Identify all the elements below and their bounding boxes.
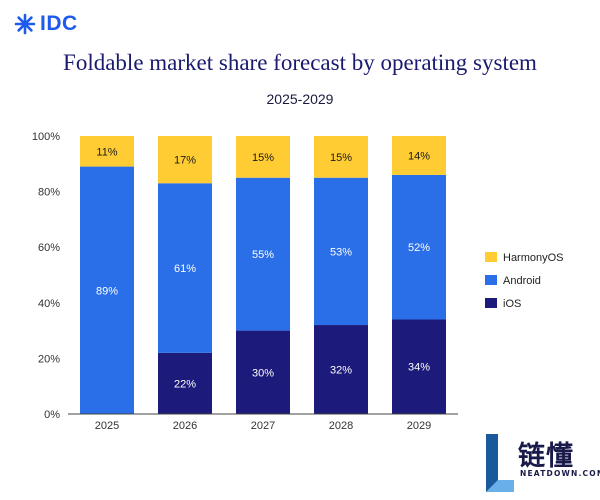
legend-swatch-ios (485, 298, 497, 308)
legend-swatch-android (485, 275, 497, 285)
bar-segment-android (392, 174, 446, 320)
y-tick-label: 0% (44, 409, 60, 421)
bar-segment-harmonyos (158, 136, 212, 184)
y-tick-label: 80% (38, 187, 60, 199)
legend-label-android: Android (503, 275, 541, 287)
legend-label-harmonyos: HarmonyOS (503, 252, 564, 264)
bar-segment-ios (314, 325, 368, 414)
bar-segment-harmonyos (236, 136, 290, 178)
bar-segment-android (80, 166, 134, 414)
data-label-android: 89% (96, 285, 118, 297)
data-label-android: 61% (174, 263, 196, 275)
data-label-ios: 32% (330, 365, 352, 377)
data-label-harmonyos: 15% (330, 152, 352, 164)
data-label-harmonyos: 15% (252, 152, 274, 164)
bar-segment-harmonyos (392, 136, 446, 175)
x-tick-label: 2027 (251, 420, 275, 432)
bar-segment-ios (392, 319, 446, 414)
y-tick-label: 20% (38, 353, 60, 365)
watermark-l-logo-icon (486, 434, 514, 492)
x-tick-label: 2029 (407, 420, 431, 432)
data-label-ios: 22% (174, 378, 196, 390)
chart-subtitle: 2025-2029 (266, 91, 334, 107)
x-tick-label: 2026 (173, 420, 197, 432)
data-label-harmonyos: 14% (408, 150, 430, 162)
data-label-harmonyos: 11% (96, 146, 117, 158)
idc-logo: IDC (14, 12, 78, 36)
x-tick-label: 2025 (95, 420, 119, 432)
legend-label-ios: iOS (503, 298, 521, 310)
data-label-android: 55% (252, 249, 274, 261)
bar-segment-android (236, 177, 290, 331)
bar-segment-harmonyos (80, 136, 134, 167)
y-tick-label: 40% (38, 298, 60, 310)
legend-swatch-harmonyos (485, 252, 497, 262)
chart-title: Foldable market share forecast by operat… (63, 50, 537, 75)
data-label-ios: 34% (408, 362, 430, 374)
bar-segment-android (314, 177, 368, 326)
y-tick-label: 100% (32, 131, 60, 143)
data-label-ios: 30% (252, 367, 274, 379)
watermark-en-text: NEATDOWN.COM (520, 469, 600, 478)
watermark-cn-text: 链懂 (518, 441, 574, 472)
bar-segment-harmonyos (314, 136, 368, 178)
data-label-android: 53% (330, 246, 352, 258)
y-tick-label: 60% (38, 242, 60, 254)
data-label-android: 52% (408, 242, 430, 254)
idc-logo-icon (14, 13, 36, 35)
bar-segment-ios (236, 330, 290, 414)
idc-logo-text: IDC (40, 12, 78, 35)
bar-segment-ios (158, 352, 212, 414)
x-tick-label: 2028 (329, 420, 353, 432)
bar-segment-android (158, 183, 212, 353)
neatdown-watermark: 链懂 NEATDOWN.COM (484, 432, 600, 494)
data-label-harmonyos: 17% (174, 155, 196, 167)
